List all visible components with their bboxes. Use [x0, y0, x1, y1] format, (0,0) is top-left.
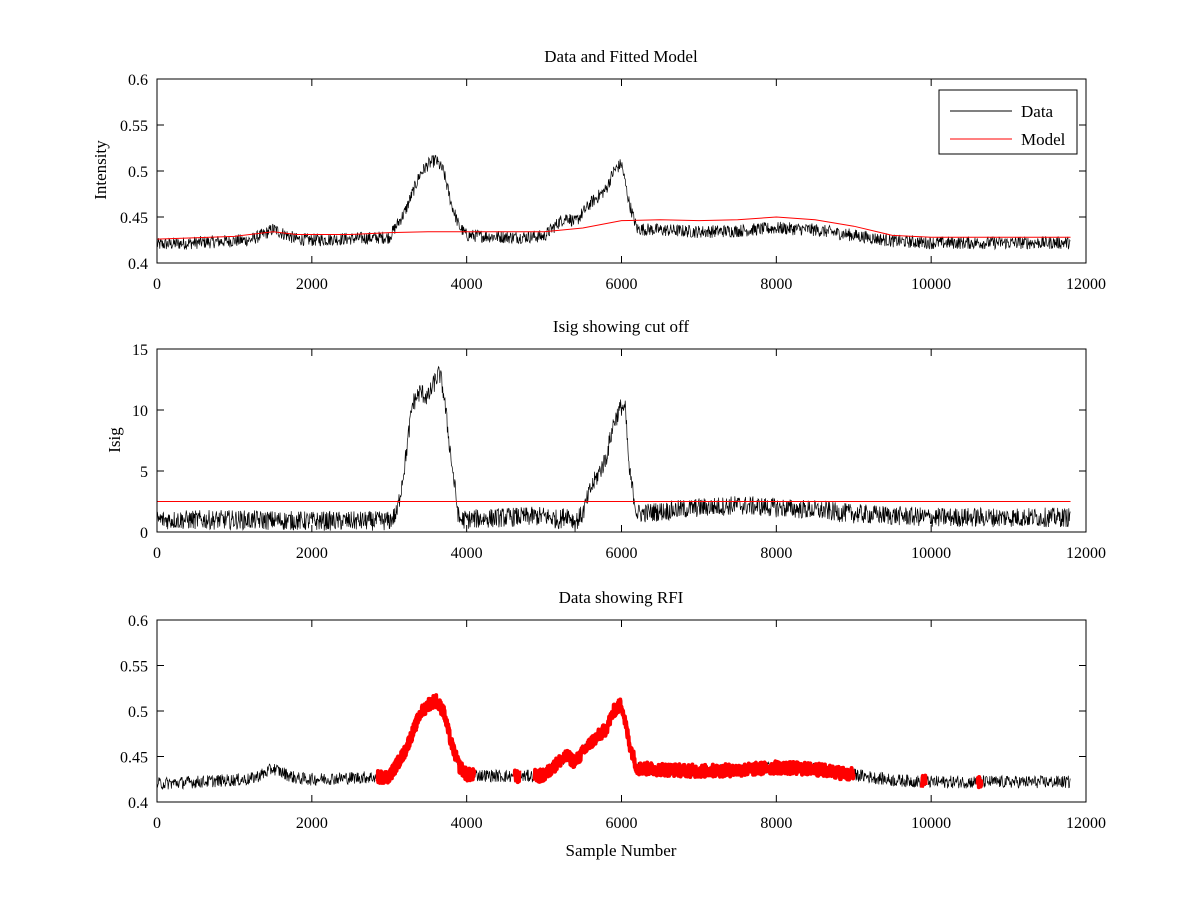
rfi-flagged-segment-3 — [532, 697, 856, 784]
panel-1-series-2 — [157, 216, 1071, 240]
panel-2-series-1-line — [157, 365, 1071, 532]
panel-2-ytick-label: 5 — [140, 464, 148, 481]
panel-1-ytick-label: 0.5 — [128, 164, 148, 181]
panel-2-xtick-label: 6000 — [606, 545, 638, 562]
panel-1-xtick-label: 12000 — [1066, 276, 1106, 293]
panel-2-title: Isig showing cut off — [553, 317, 689, 336]
panel-2-plot-area: 0 2000 4000 6000 8000 10000 12000 0 5 10 15 — [132, 342, 1106, 562]
panel-2-ytick-label: 10 — [132, 403, 148, 420]
panel-2-xtick-label: 2000 — [296, 545, 328, 562]
panel-1-xtick-label: 6000 — [606, 276, 638, 293]
panel-3-series-2 — [375, 693, 984, 790]
panel-1-ytick-label: 0.55 — [120, 118, 148, 135]
panel-1-ytick-label: 0.6 — [128, 72, 148, 89]
panel-3-xtick-label: 4000 — [451, 815, 483, 832]
panel-2-ylabel: Isig — [105, 427, 124, 453]
panel-3-xtick-label: 10000 — [911, 815, 951, 832]
panel-1-ytick-label: 0.4 — [128, 256, 148, 273]
rfi-flagged-segment-1 — [375, 693, 477, 785]
panel-3-xlabel: Sample Number — [566, 841, 677, 860]
panel-3-plot-area: 0 2000 4000 6000 8000 10000 12000 0.4 0.45 0.5 0.5… — [120, 613, 1106, 832]
legend-data-label: Data — [1021, 102, 1054, 121]
panel-1-series-2-line — [157, 216, 1071, 240]
panel-1-ytick-label: 0.45 — [120, 210, 148, 227]
panel-1-xtick-label: 8000 — [760, 276, 792, 293]
panel-1-title: Data and Fitted Model — [544, 47, 698, 66]
panel-3-title: Data showing RFI — [559, 588, 684, 607]
panel-2-ytick-label: 15 — [132, 342, 148, 359]
legend-model-label: Model — [1021, 130, 1066, 149]
panel-1-plot-area: 0 2000 4000 6000 8000 10000 12000 0.4 0.45 0.5 0.5… — [120, 72, 1106, 293]
panel-1-series-1-line — [157, 154, 1071, 251]
panel-2-ytick-label: 0 — [140, 525, 148, 542]
panel-3-ytick-label: 0.55 — [120, 659, 148, 676]
panel-1-legend: Data Model — [938, 89, 1078, 155]
panel-3-xtick-label: 8000 — [760, 815, 792, 832]
panel-1-ylabel: Intensity — [91, 140, 110, 200]
panel-data-and-fitted-model: Data and Fitted Model Intensity 0 2000 400… — [91, 47, 1106, 293]
panel-2-xtick-label: 4000 — [451, 545, 483, 562]
panel-2-xtick-label: 0 — [153, 545, 161, 562]
panel-1-xtick-label: 4000 — [451, 276, 483, 293]
panel-3-xtick-label: 0 — [153, 815, 161, 832]
panel-1-xtick-label: 2000 — [296, 276, 328, 293]
panel-1-series-1 — [157, 154, 1071, 251]
panel-2-xtick-label: 8000 — [760, 545, 792, 562]
panel-2-series-1 — [157, 365, 1071, 532]
panel-3-ytick-label: 0.5 — [128, 704, 148, 721]
panel-3-ytick-label: 0.45 — [120, 750, 148, 767]
panel-2-xtick-label: 10000 — [911, 545, 951, 562]
panel-3-xtick-label: 12000 — [1066, 815, 1106, 832]
rfi-flagged-segment-5 — [975, 774, 984, 790]
rfi-flagged-segment-2 — [512, 768, 522, 785]
panel-data-showing-rfi: Data showing RFI Sample Number 0 2000 4000… — [120, 588, 1106, 860]
panel-3-ytick-label: 0.4 — [128, 795, 148, 812]
panel-1-xtick-label: 0 — [153, 276, 161, 293]
legend-box — [938, 89, 1078, 155]
panel-3-ytick-label: 0.6 — [128, 613, 148, 630]
panel-1-xtick-label: 10000 — [911, 276, 951, 293]
panel-isig-showing-cut-off: Isig showing cut off Isig 0 2000 4000 6000 8… — [105, 317, 1106, 562]
panel-3-xtick-label: 2000 — [296, 815, 328, 832]
panel-2-xtick-label: 12000 — [1066, 545, 1106, 562]
rfi-flagged-segment-4 — [919, 773, 928, 788]
panel-3-xtick-label: 6000 — [606, 815, 638, 832]
